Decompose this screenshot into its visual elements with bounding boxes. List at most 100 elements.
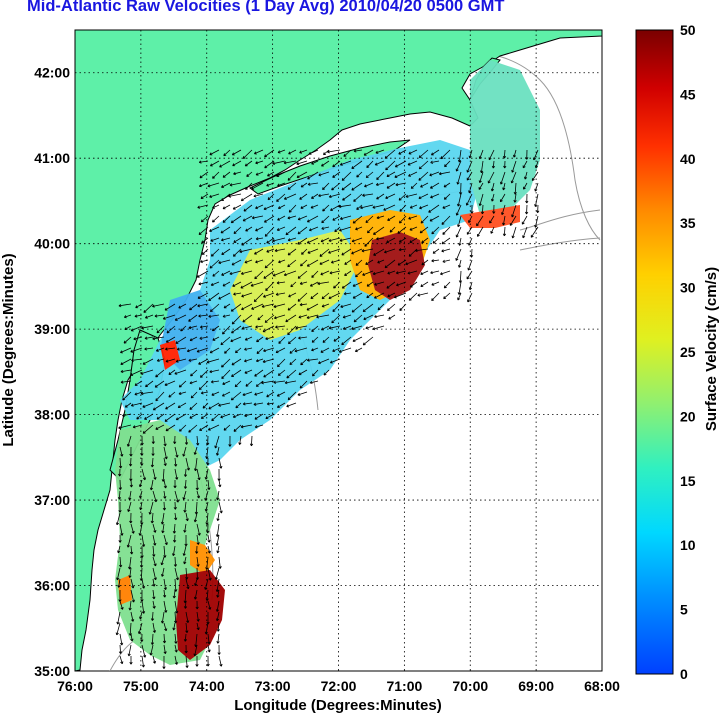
colorbar-tick-label: 5 (680, 602, 688, 618)
velocity-arrow (323, 369, 330, 376)
velocity-arrow (201, 237, 209, 244)
velocity-arrow (142, 424, 154, 434)
velocity-arrow (177, 402, 187, 408)
velocity-arrow (123, 314, 132, 319)
velocity-arrow (156, 325, 165, 334)
velocity-arrow (297, 270, 308, 279)
x-tick-label: 71:00 (386, 678, 422, 694)
velocity-arrow (240, 270, 253, 275)
velocity-arrow (190, 369, 198, 377)
velocity-arrow (212, 171, 220, 179)
velocity-arrow (197, 303, 209, 308)
velocity-arrow (116, 567, 121, 581)
velocity-arrow (232, 413, 242, 418)
velocity-arrow (210, 281, 220, 286)
velocity-arrow (215, 578, 220, 593)
x-tick-label: 68:00 (584, 678, 620, 694)
colorbar-tick-label: 10 (680, 537, 696, 553)
velocity-arrow (276, 391, 286, 397)
velocity-arrow (246, 171, 253, 177)
velocity-arrow (352, 336, 363, 343)
velocity-arrow (151, 435, 155, 444)
velocity-arrow (264, 259, 275, 269)
velocity-arrow (255, 171, 264, 176)
velocity-arrow (329, 270, 341, 275)
lat-lon-grid (75, 30, 602, 671)
velocity-arrow (242, 314, 253, 323)
velocity-arrow (233, 292, 242, 296)
velocity-arrow (353, 193, 363, 202)
velocity-arrow (409, 226, 418, 231)
velocity-arrow (277, 149, 286, 154)
velocity-arrow (163, 578, 167, 591)
velocity-arrow (429, 215, 440, 222)
velocity-arrow (430, 193, 440, 199)
velocity-arrow (299, 303, 308, 307)
x-axis-ticks: 76:00 75:00 74:00 73:00 72:00 71:00 70:00 69:00… (57, 678, 620, 694)
velocity-arrow (297, 391, 308, 396)
velocity-arrow (244, 160, 253, 167)
velocity-arrow (478, 193, 484, 207)
velocity-arrow (373, 292, 385, 299)
velocity-arrow (501, 204, 506, 216)
velocity-arrow (522, 226, 528, 239)
velocity-arrow (185, 512, 189, 522)
velocity-arrow (294, 347, 308, 353)
velocity-arrow (362, 336, 374, 346)
velocity-arrow (196, 435, 200, 446)
velocity-arrow (266, 391, 275, 398)
velocity-arrow (206, 435, 210, 446)
velocity-arrow (375, 149, 385, 154)
velocity-arrow (490, 193, 495, 202)
velocity-arrow (525, 193, 529, 204)
velocity-arrow (212, 336, 220, 341)
velocity-arrow (408, 171, 418, 177)
velocity-arrow (409, 237, 418, 243)
velocity-arrow (308, 149, 319, 155)
velocity-arrow (387, 215, 396, 221)
velocity-arrow (366, 160, 374, 169)
velocity-arrow (443, 182, 451, 188)
velocity-arrow (206, 655, 210, 667)
velocity-arrow (297, 215, 308, 221)
velocity-arrow (138, 479, 143, 488)
velocity-arrow (174, 611, 178, 624)
velocity-arrow (188, 424, 198, 433)
velocity-arrow (332, 347, 341, 353)
velocity-arrow (277, 369, 286, 376)
velocity-arrow (255, 259, 264, 264)
velocity-arrow (456, 171, 462, 185)
velocity-arrow (418, 149, 429, 159)
velocity-arrow (215, 534, 220, 546)
velocity-arrow (152, 336, 165, 341)
velocity-arrow (130, 369, 143, 376)
velocity-arrow (457, 292, 462, 301)
velocity-arrow (407, 160, 418, 166)
velocity-arrow (127, 644, 132, 657)
velocity-arrow (150, 633, 155, 645)
velocity-arrow (297, 226, 308, 235)
velocity-arrow (362, 193, 374, 197)
velocity-arrow (264, 149, 275, 158)
velocity-arrow (285, 226, 297, 236)
velocity-arrow (253, 193, 264, 198)
y-tick-label: 41:00 (34, 150, 70, 166)
velocity-arrow (152, 303, 165, 308)
velocity-arrow (145, 380, 154, 388)
velocity-arrow (218, 402, 231, 407)
velocity-arrow (295, 325, 308, 330)
velocity-arrow (374, 281, 385, 286)
velocity-arrow (207, 479, 211, 491)
velocity-arrow (322, 182, 330, 191)
velocity-arrow (200, 215, 209, 223)
velocity-arrow (240, 424, 253, 429)
velocity-arrow (351, 160, 363, 169)
colorbar-tick-label: 25 (680, 344, 696, 360)
velocity-arrow (306, 259, 319, 267)
y-tick-label: 37:00 (34, 492, 70, 508)
velocity-arrow (207, 545, 211, 554)
velocity-arrow (116, 611, 121, 625)
velocity-arrow (244, 347, 253, 351)
velocity-arrow (119, 556, 123, 568)
velocity-arrow (354, 347, 363, 353)
